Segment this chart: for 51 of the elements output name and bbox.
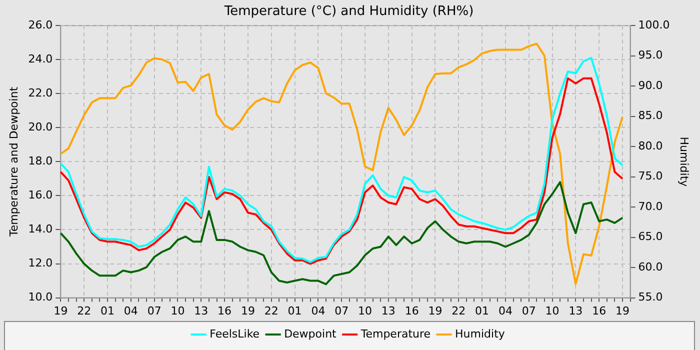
x-tick-label: 07 <box>334 304 349 318</box>
x-tick-label: 07 <box>522 304 536 318</box>
y-tick-label: 26.0 <box>28 18 53 32</box>
legend-label: FeelsLike <box>210 327 260 340</box>
y2-tick-label: 95.0 <box>638 48 663 62</box>
x-tick-label: 10 <box>358 304 372 318</box>
legend-label: Humidity <box>455 327 506 340</box>
x-tick-label: 10 <box>170 304 185 318</box>
x-tick-label: 13 <box>381 304 396 318</box>
y-tick-label: 20.0 <box>28 120 53 134</box>
x-tick-label: 10 <box>545 304 560 318</box>
y-tick-label: 24.0 <box>28 52 53 66</box>
y-tick-label: 16.0 <box>28 188 53 202</box>
x-tick-label: 13 <box>568 304 583 318</box>
x-tick-label: 16 <box>592 304 606 318</box>
x-tick-label: 16 <box>218 304 232 318</box>
y-axis-title: Temperature and Dewpoint <box>7 86 20 238</box>
x-tick-label: 13 <box>194 304 208 318</box>
x-tick-label: 04 <box>124 304 138 318</box>
x-tick-label: 22 <box>452 304 466 318</box>
x-tick-label: 19 <box>616 304 630 318</box>
y2-tick-label: 55.0 <box>638 290 663 304</box>
y-tick-label: 12.0 <box>28 256 53 270</box>
y2-tick-label: 70.0 <box>638 200 663 213</box>
x-tick-label: 22 <box>77 304 92 318</box>
y2-tick-label: 85.0 <box>638 109 663 122</box>
y-tick-label: 22.0 <box>28 86 53 100</box>
y2-tick-label: 80.0 <box>638 139 663 152</box>
x-tick-label: 22 <box>264 304 278 318</box>
x-tick-label: 01 <box>100 304 115 318</box>
x-tick-label: 19 <box>54 304 68 318</box>
x-tick-label: 04 <box>311 304 326 318</box>
legend-label: Temperature <box>360 327 431 340</box>
x-tick-label: 04 <box>498 304 512 318</box>
y2-tick-label: 60.0 <box>638 260 663 274</box>
y2-tick-label: 90.0 <box>638 78 663 92</box>
y2-tick-label: 75.0 <box>638 170 663 183</box>
x-tick-label: 19 <box>240 304 255 318</box>
chart-title: Temperature (°C) and Humidity (RH%) <box>223 4 474 20</box>
y-tick-label: 14.0 <box>28 222 53 236</box>
x-tick-label: 07 <box>147 304 162 318</box>
y2-tick-label: 100.0 <box>638 18 670 32</box>
y2-tick-label: 65.0 <box>638 230 663 244</box>
x-tick-label: 16 <box>404 304 419 318</box>
legend-label: Dewpoint <box>284 327 338 340</box>
y2-axis-title: Humidity <box>678 136 691 188</box>
y-tick-label: 10.0 <box>28 290 53 304</box>
x-tick-label: 01 <box>288 304 302 318</box>
x-tick-label: 19 <box>428 304 442 318</box>
y-tick-label: 18.0 <box>28 154 53 168</box>
x-tick-label: 01 <box>475 304 490 318</box>
